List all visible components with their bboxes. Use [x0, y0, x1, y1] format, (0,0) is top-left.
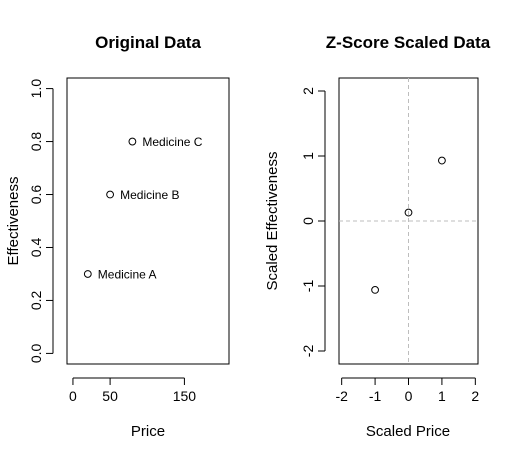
y-tick-label: 1.0 — [28, 79, 44, 99]
y-tick-label: 2 — [300, 87, 316, 95]
data-point — [106, 190, 115, 199]
x-tick-label: 0 — [69, 388, 77, 404]
y-tick-label: 0.6 — [28, 185, 44, 205]
chart-original-data: Original Data Price Effectiveness 0 50 150… — [5, 33, 230, 440]
reference-lines — [339, 78, 478, 364]
y-axis-label: Scaled Effectiveness — [264, 152, 281, 291]
x-axis-label: Scaled Price — [366, 423, 450, 440]
data-point — [371, 286, 379, 294]
x-tick-label: -2 — [335, 388, 348, 404]
y-tick-label: 0 — [300, 217, 316, 225]
data-points: Medicine A Medicine B Medicine C — [83, 135, 203, 281]
y-tick-label: 0.0 — [28, 343, 44, 363]
chart-title: Original Data — [95, 33, 201, 52]
x-tick-label: 150 — [173, 388, 197, 404]
x-tick-label: 50 — [102, 388, 118, 404]
x-axis-ticks: 0 50 150 — [69, 377, 197, 404]
x-axis-ticks: -2 -1 0 1 2 — [335, 377, 479, 404]
data-point — [404, 208, 413, 217]
point-label: Medicine B — [120, 188, 179, 202]
y-tick-label: 0.2 — [28, 291, 44, 311]
y-axis-label: Effectiveness — [5, 177, 22, 266]
y-tick-label: -2 — [300, 345, 316, 358]
y-tick-label: 0.4 — [28, 238, 44, 258]
x-tick-label: -1 — [369, 388, 382, 404]
data-point — [128, 137, 137, 146]
x-axis-label: Price — [131, 423, 165, 440]
data-point — [438, 156, 446, 165]
y-tick-label: 1 — [300, 152, 316, 160]
data-points — [371, 156, 446, 294]
x-tick-label: 1 — [438, 388, 446, 404]
point-label: Medicine C — [142, 135, 202, 149]
chart-zscore-scaled-data: Z-Score Scaled Data Scaled Price Scaled … — [264, 33, 491, 440]
plot-frame — [66, 77, 230, 365]
x-tick-label: 0 — [405, 388, 413, 404]
y-axis-ticks: -2 -1 0 1 2 — [300, 87, 326, 358]
point-label: Medicine A — [98, 267, 157, 281]
x-tick-label: 2 — [471, 388, 479, 404]
data-point — [83, 270, 92, 278]
y-axis-ticks: 0.0 0.2 0.4 0.6 0.8 1.0 — [28, 79, 54, 363]
y-tick-label: 0.8 — [28, 132, 44, 152]
y-tick-label: -1 — [300, 280, 316, 293]
chart-title: Z-Score Scaled Data — [326, 33, 491, 52]
